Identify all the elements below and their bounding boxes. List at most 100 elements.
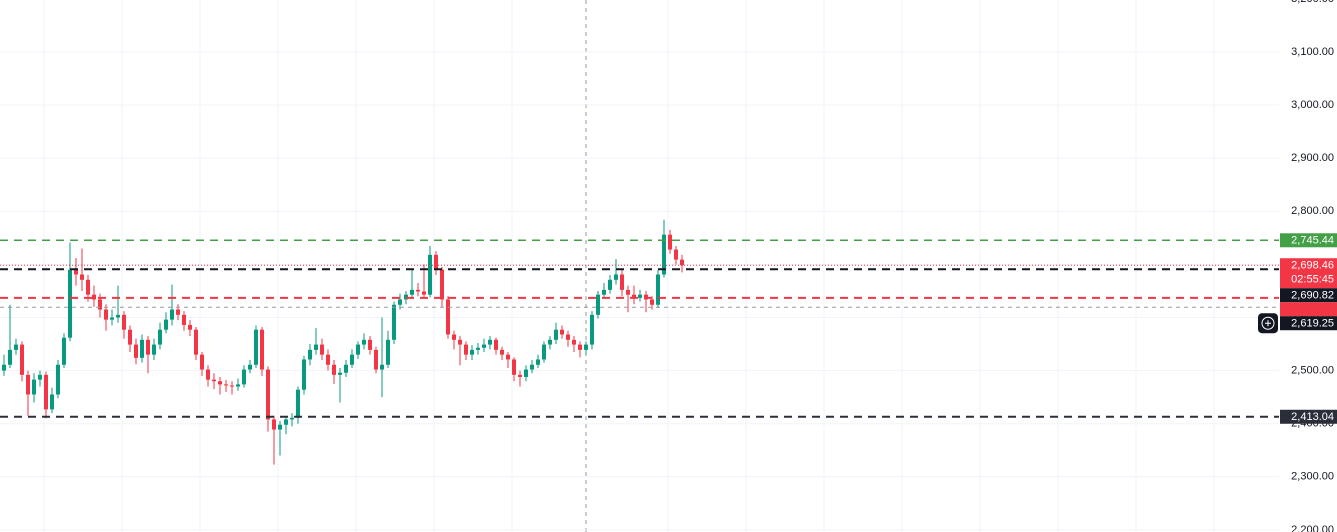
price-badge-label: 2,619.25 <box>1291 318 1334 330</box>
candle-body <box>458 339 462 345</box>
candle-body <box>152 344 156 355</box>
price-badge <box>1280 302 1337 317</box>
candle-body <box>530 364 534 370</box>
candle-body <box>50 394 54 410</box>
candle-body <box>218 381 222 385</box>
candle-body <box>578 344 582 350</box>
candle-body <box>200 354 204 370</box>
candle-body <box>446 299 450 335</box>
candle-body <box>440 269 444 300</box>
candle-body <box>248 364 252 370</box>
price-badge <box>1280 258 1337 289</box>
candle-body <box>206 369 210 380</box>
candle-body <box>56 364 60 395</box>
candle-body <box>302 359 306 390</box>
candle-body <box>524 369 528 377</box>
candle-body <box>44 374 48 410</box>
candle-body <box>380 364 384 370</box>
price-badge <box>1280 316 1337 331</box>
candle-body <box>512 359 516 375</box>
candle-body <box>632 294 636 298</box>
price-badge-label: 2,698.46 <box>1291 260 1334 272</box>
candle-body <box>674 249 678 260</box>
candle-body <box>86 279 90 295</box>
candle-body <box>488 339 492 345</box>
price-badge <box>1280 288 1337 303</box>
candle-body <box>386 339 390 365</box>
candle-body <box>566 334 570 340</box>
candle-body <box>464 344 468 355</box>
candle-body <box>572 339 576 345</box>
candle-body <box>368 339 372 350</box>
candle-body <box>416 289 420 292</box>
candle-body <box>134 344 138 358</box>
candle-body <box>338 372 342 375</box>
candle-body <box>266 369 270 420</box>
candle-body <box>242 369 246 385</box>
candle-body <box>158 329 162 345</box>
candle-body <box>230 385 234 387</box>
candle-body <box>518 374 522 377</box>
y-tick-label: 2,300.00 <box>1291 471 1334 483</box>
candle-body <box>344 364 348 373</box>
candle-body <box>290 417 294 420</box>
y-tick-label: 3,200.00 <box>1291 0 1334 5</box>
candle-body <box>482 344 486 348</box>
candle-body <box>278 424 282 430</box>
candle-body <box>212 379 216 382</box>
candle-body <box>680 259 684 266</box>
candle-body <box>128 329 132 345</box>
candle-body <box>584 344 588 350</box>
candle-body <box>602 289 606 295</box>
candle-body <box>506 354 510 360</box>
candle-body <box>188 324 192 330</box>
candle-body <box>332 364 336 375</box>
candle-body <box>80 274 84 280</box>
candle-body <box>224 384 228 386</box>
candle-body <box>500 349 504 355</box>
candle-body <box>554 329 558 340</box>
candle-body <box>434 254 438 270</box>
candle-body <box>494 339 498 350</box>
candle-body <box>548 339 552 345</box>
candle-body <box>176 309 180 315</box>
candle-body <box>308 349 312 360</box>
candle-body <box>650 299 654 305</box>
y-tick-label: 2,200.00 <box>1291 524 1334 532</box>
candle-body <box>668 234 672 250</box>
candle-body <box>254 329 258 365</box>
candle-body <box>194 329 198 355</box>
candle-body <box>104 309 108 320</box>
candle-body <box>314 344 318 350</box>
add-alert-icon <box>1261 316 1275 330</box>
price-badge <box>1280 409 1337 424</box>
candle-body <box>14 344 18 350</box>
candle-body <box>236 384 240 387</box>
candle-body <box>68 269 72 338</box>
candle-body <box>32 379 36 395</box>
candle-body <box>662 234 666 275</box>
candle-body <box>320 344 324 355</box>
price-badge-label: 2,745.44 <box>1291 235 1334 247</box>
candle-body <box>146 339 150 355</box>
candle-body <box>8 349 12 365</box>
candle-body <box>26 374 30 395</box>
y-tick-label: 2,500.00 <box>1291 365 1334 377</box>
candle-body <box>92 294 96 300</box>
candle-body <box>38 374 42 380</box>
candle-body <box>164 319 168 330</box>
candle-body <box>476 347 480 350</box>
candle-body <box>122 314 126 330</box>
y-tick-label: 2,800.00 <box>1291 205 1334 217</box>
price-badge <box>1280 233 1337 248</box>
candle-body <box>374 349 378 370</box>
candle-body <box>362 339 366 345</box>
candle-body <box>170 309 174 320</box>
y-tick-label: 2,900.00 <box>1291 152 1334 164</box>
time-grid <box>43 0 1215 532</box>
candle-body <box>536 359 540 365</box>
candle-body <box>542 344 546 360</box>
candle-body <box>20 344 24 375</box>
candle-body <box>452 334 456 340</box>
candle-body <box>470 349 474 355</box>
